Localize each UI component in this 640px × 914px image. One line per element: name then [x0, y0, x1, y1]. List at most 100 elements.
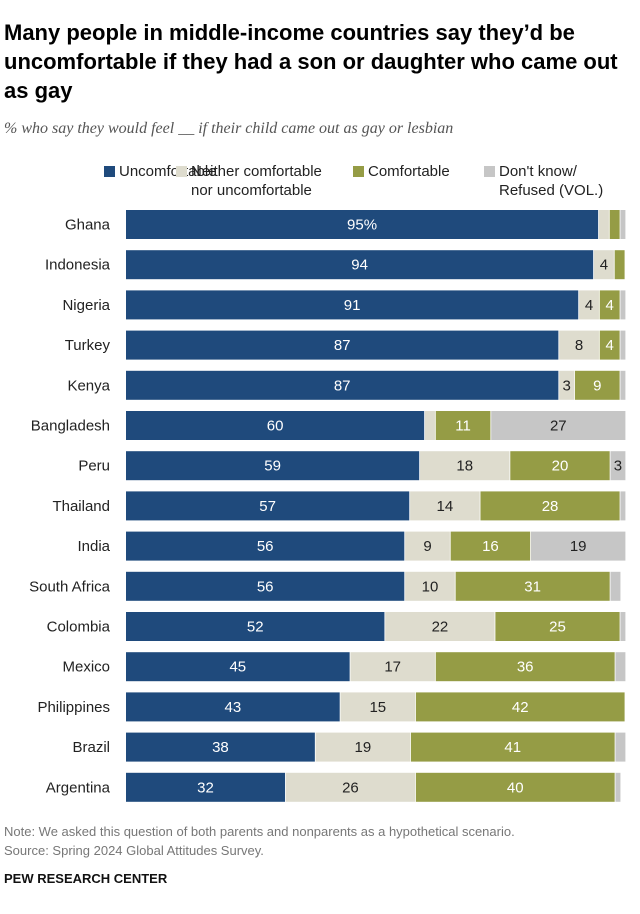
category-label: Nigeria — [62, 297, 110, 314]
data-label: 11 — [455, 418, 471, 435]
bar-segment — [559, 330, 599, 360]
bar-segment — [455, 571, 610, 601]
chart-title: Many people in middle-income countries s… — [4, 20, 618, 103]
legend-item-dont-know: Don't know/Refused (VOL.) — [484, 162, 603, 200]
bar-segment — [559, 370, 575, 400]
bar-segment — [615, 772, 621, 802]
data-label: 52 — [247, 619, 264, 636]
data-label: 32 — [197, 779, 214, 796]
data-label: 9 — [423, 538, 431, 555]
bar-segment — [405, 571, 455, 601]
category-label: Ghana — [65, 217, 111, 234]
category-label: Turkey — [65, 337, 111, 354]
bar-segment — [126, 732, 315, 762]
data-label: 31 — [524, 578, 541, 595]
category-label: Bangladesh — [31, 418, 110, 435]
bar-segment — [435, 652, 615, 682]
legend-item-uncomfortable: Uncomfortable — [104, 162, 217, 181]
data-label: 56 — [257, 578, 274, 595]
bar-segment — [620, 370, 626, 400]
bar-segment — [415, 692, 625, 722]
legend-swatch — [176, 166, 187, 177]
bar-segment — [530, 531, 626, 561]
data-label: 94 — [351, 257, 368, 274]
bar-segment — [620, 330, 626, 360]
data-label: 14 — [437, 498, 454, 515]
data-label: 43 — [225, 699, 242, 716]
data-label: 56 — [257, 538, 274, 555]
data-label: 59 — [264, 458, 281, 475]
data-label: 91 — [344, 297, 361, 314]
bar-segment — [593, 250, 614, 280]
legend-item-neither: Neither comfortable nor uncomfortable — [176, 162, 322, 200]
data-label: 45 — [229, 659, 246, 676]
legend-swatch — [104, 166, 115, 177]
data-label: 17 — [384, 659, 401, 676]
bar-segment — [415, 772, 615, 802]
bar-segment — [285, 772, 416, 802]
bar-segment — [574, 370, 620, 400]
bar-segment — [495, 612, 620, 641]
bar-segment — [126, 692, 340, 722]
bar-segment — [615, 652, 626, 682]
bar-segment — [615, 732, 626, 762]
bar-segment — [350, 652, 435, 682]
bar-segment — [126, 531, 405, 561]
bar-segment — [620, 290, 626, 320]
bar-segment — [126, 652, 350, 682]
source-text: Source: Spring 2024 Global Attitudes Sur… — [4, 843, 264, 858]
bar-segment — [126, 250, 594, 280]
bar-segment — [126, 330, 559, 360]
bar-segment — [126, 491, 410, 521]
legend-label: Neither comfortable nor uncomfortable — [191, 163, 322, 199]
data-label: 42 — [512, 699, 529, 716]
data-label: 57 — [259, 498, 276, 515]
bar-segment — [126, 451, 420, 481]
data-label: 26 — [342, 779, 359, 796]
data-label: 9 — [593, 377, 601, 394]
bar-segment — [599, 330, 620, 360]
data-label: 4 — [600, 257, 608, 274]
legend-swatch — [484, 166, 495, 177]
bar-segment — [450, 531, 531, 561]
legend-label: Uncomfortable — [119, 163, 217, 180]
data-label: 19 — [355, 739, 372, 756]
data-label: 15 — [369, 699, 386, 716]
category-label: Thailand — [52, 498, 110, 515]
bar-segment — [480, 491, 620, 521]
bar-segment — [126, 370, 559, 400]
chart-subtitle: % who say they would feel __ if their ch… — [4, 120, 454, 137]
data-label: 4 — [606, 337, 614, 354]
category-label: Argentina — [46, 779, 111, 796]
data-label: 36 — [517, 659, 534, 676]
bar-segment — [126, 411, 425, 440]
data-label: 10 — [422, 578, 439, 595]
category-label: Indonesia — [45, 257, 111, 274]
data-label: 16 — [482, 538, 499, 555]
bar-segment — [126, 210, 599, 239]
category-label: Peru — [78, 458, 110, 475]
data-label: 8 — [575, 337, 583, 354]
bar-segment — [126, 612, 385, 641]
data-label: 38 — [212, 739, 229, 756]
bar-segment — [385, 612, 495, 641]
data-label: 4 — [585, 297, 593, 314]
category-label: Philippines — [37, 699, 110, 716]
data-label: 87 — [334, 377, 351, 394]
category-label: Kenya — [67, 377, 110, 394]
data-label: 27 — [550, 418, 567, 435]
bar-segment — [579, 290, 599, 320]
data-label: 25 — [549, 619, 566, 636]
bar-segment — [410, 491, 480, 521]
bar-segment — [126, 290, 579, 320]
category-label: Brazil — [72, 739, 110, 756]
bar-segment — [410, 732, 615, 762]
bar-segment — [620, 210, 626, 239]
data-label: 22 — [432, 619, 449, 636]
data-label: 95% — [347, 217, 377, 234]
category-label: India — [77, 538, 110, 555]
legend-item-comfortable: Comfortable — [353, 162, 450, 181]
category-label: South Africa — [29, 578, 111, 595]
bar-segment — [620, 612, 626, 641]
bar-segment — [609, 210, 620, 239]
